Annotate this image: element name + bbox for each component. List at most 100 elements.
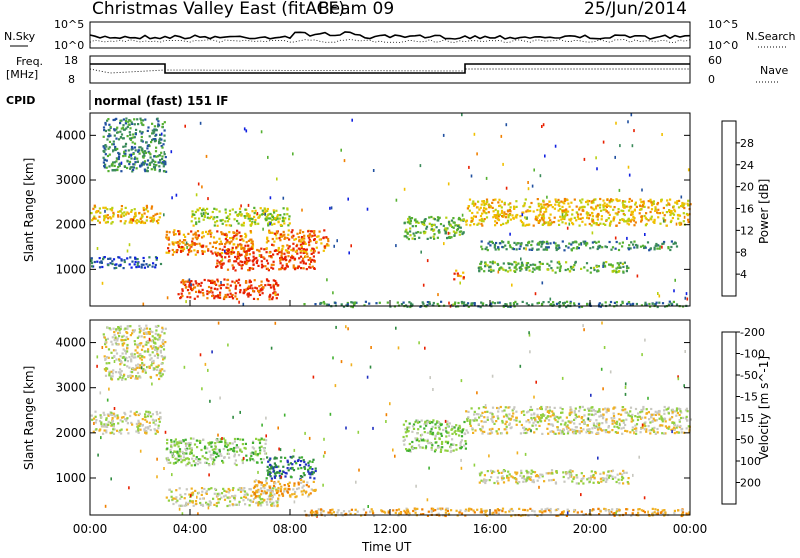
heatmap-cell [431,428,433,430]
heatmap-cell [635,408,637,410]
heatmap-cell [221,267,223,269]
heatmap-cell [681,222,683,225]
heatmap-cell [262,210,264,212]
heatmap-cell [146,163,148,165]
heatmap-cell [250,225,252,227]
heatmap-cell [207,213,209,215]
heatmap-cell [195,462,197,464]
heatmap-cell [557,248,559,250]
heatmap-cell [300,267,302,269]
heatmap-cell [490,271,492,273]
heatmap-cell [438,425,440,427]
heatmap-cell [445,217,447,219]
heatmap-cell [253,216,255,218]
heatmap-cell [210,446,212,448]
heatmap-cell [224,250,226,253]
heatmap-cell [465,224,467,226]
heatmap-cell [669,301,671,303]
heatmap-cell [550,204,552,206]
heatmap-cell [673,205,675,207]
heatmap-cell [326,304,328,306]
heatmap-cell [550,415,552,417]
heatmap-cell [172,254,174,256]
heatmap-cell [286,207,288,209]
heatmap-cell [307,235,309,237]
heatmap-cell [143,260,145,262]
heatmap-cell [126,350,128,352]
heatmap-cell [140,327,142,329]
heatmap-cell [115,358,117,360]
heatmap-cell [434,509,436,511]
heatmap-cell [577,511,579,513]
heatmap-cell [220,455,222,457]
heatmap-cell [562,210,564,212]
heatmap-cell [314,490,316,492]
heatmap-cell [108,129,110,131]
heatmap-cell [146,216,148,218]
heatmap-cell [120,136,122,138]
heatmap-cell [618,249,620,251]
heatmap-cell [409,449,411,451]
heatmap-cell [505,511,507,513]
heatmap-cell [640,201,642,203]
heatmap-cell [406,511,408,513]
heatmap-cell [155,264,157,266]
heatmap-cell [302,493,304,495]
heatmap-cell [117,344,119,346]
heatmap-cell [126,417,128,419]
heatmap-cell [501,201,503,203]
heatmap-cell [110,352,112,354]
heatmap-cell [267,224,269,226]
heatmap-cell [587,214,589,216]
cpid-label: CPID [6,94,35,107]
heatmap-cell [112,169,114,171]
heatmap-cell [303,472,305,474]
heatmap-cell [508,263,510,265]
heatmap-cell [556,303,558,305]
heatmap-cell [153,422,155,424]
heatmap-cell [149,366,151,368]
heatmap-cell [454,302,456,304]
heatmap-cell [687,219,689,221]
heatmap-cell [108,124,110,126]
heatmap-cell [139,413,141,415]
heatmap-cell [549,201,551,203]
heatmap-cell [268,468,270,470]
heatmap-cell [308,494,310,496]
heatmap-cell [287,255,289,257]
heatmap-cell [433,302,435,304]
heatmap-cell [137,123,139,125]
heatmap-cell [589,247,591,249]
heatmap-cell [152,419,154,421]
heatmap-cell [267,284,269,286]
heatmap-cell [139,429,141,431]
heatmap-cell [609,214,611,216]
heatmap-cell [677,218,679,220]
heatmap-cell [267,466,269,468]
heatmap-cell [299,457,301,459]
heatmap-cell [217,252,219,254]
heatmap-cell [286,244,288,246]
heatmap-cell [298,483,300,485]
heatmap-cell [528,421,530,423]
heatmap-cell [485,208,487,210]
heatmap-cell [100,414,102,416]
heatmap-cell [104,426,106,428]
heatmap-cell [108,348,110,350]
heatmap-cell [589,419,591,421]
heatmap-cell [287,461,289,463]
heatmap-cell [296,245,298,247]
heatmap-cell [501,212,503,214]
heatmap-cell [631,219,633,221]
heatmap-cell [426,226,428,228]
heatmap-cell [480,215,482,217]
heatmap-cell [313,259,315,261]
heatmap-cell [344,159,346,162]
heatmap-cell [191,458,193,460]
heatmap-cell [227,294,229,296]
heatmap-cell [196,456,198,458]
heatmap-cell [462,232,464,234]
heatmap-cell [219,441,221,443]
heatmap-cell [244,490,246,492]
heatmap-cell [134,143,136,145]
